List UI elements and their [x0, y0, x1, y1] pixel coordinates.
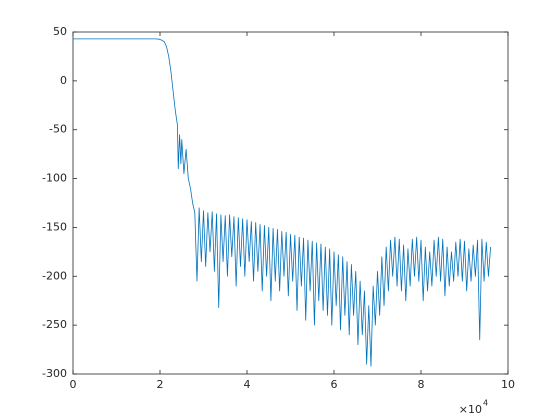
line-series: [73, 38, 491, 367]
x-exponent: 4: [483, 399, 488, 408]
x-tick-label: 4: [244, 378, 251, 391]
y-tick-label: -200: [42, 269, 67, 282]
y-tick-label: -100: [42, 172, 67, 185]
axes-box: [72, 31, 509, 375]
y-tick-label: -250: [42, 318, 67, 331]
x-tick-label: 10: [501, 378, 515, 391]
x-exponent-base: ×10: [459, 403, 482, 416]
y-tick-label: 50: [53, 25, 67, 38]
x-tick-label: 0: [70, 378, 77, 391]
y-tick-label: -50: [49, 123, 67, 136]
y-tick-label: -150: [42, 220, 67, 233]
x-tick-label: 8: [418, 378, 425, 391]
y-tick-label: -300: [42, 367, 67, 380]
x-tick-label: 6: [331, 378, 338, 391]
y-tick-label: 0: [60, 74, 67, 87]
x-tick-label: 2: [157, 378, 164, 391]
